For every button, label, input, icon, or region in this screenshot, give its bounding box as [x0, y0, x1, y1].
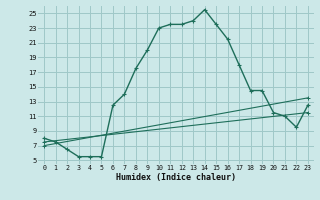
X-axis label: Humidex (Indice chaleur): Humidex (Indice chaleur) [116, 173, 236, 182]
